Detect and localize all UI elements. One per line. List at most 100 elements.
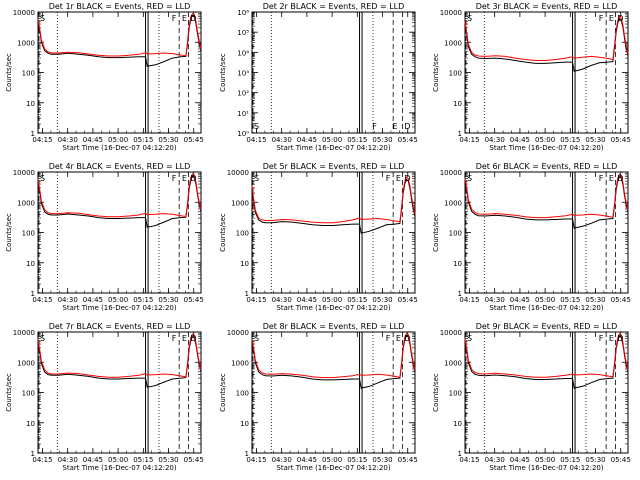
y-tick-label: 1: [31, 290, 35, 298]
y-tick-label: 1: [245, 290, 249, 298]
x-tick-label: 04:30: [272, 136, 292, 144]
x-tick-label: 04:45: [510, 296, 530, 304]
x-axis-label: Start Time (16-Dec-07 04:12:20): [489, 304, 603, 312]
x-tick-label: 05:45: [398, 296, 418, 304]
marker-annotation: S: [40, 334, 45, 343]
x-tick-label: 05:45: [611, 456, 631, 464]
x-tick-label: 05:30: [585, 296, 605, 304]
marker-annotation: S: [467, 14, 472, 23]
y-tick-label: 10: [240, 260, 249, 268]
x-tick-label: 05:30: [158, 296, 178, 304]
y-tick-label: 10000: [13, 9, 35, 17]
x-tick-label: 05:15: [347, 136, 367, 144]
x-tick-label: 04:45: [297, 456, 317, 464]
x-axis-label: Start Time (16-Dec-07 04:12:20): [276, 304, 390, 312]
detector-panel-2: Det 2r BLACK = Events, RED = LLD 10⁰ 10¹ 10…: [219, 2, 418, 152]
x-tick-label: 05:15: [560, 136, 580, 144]
marker-annotation: F: [372, 122, 377, 131]
series-line-lld: [251, 332, 416, 379]
marker-annotation: D: [404, 334, 410, 343]
y-tick-label: 10⁴: [237, 49, 249, 57]
x-tick-label: 04:30: [485, 136, 505, 144]
y-tick-label: 10⁶: [237, 9, 249, 17]
detector-panel-8: Det 8r BLACK = Events, RED = LLD 1 10 100 10…: [219, 322, 418, 472]
series-line-lld: [464, 15, 629, 61]
series-line-lld: [464, 173, 629, 219]
marker-annotation: E: [182, 14, 187, 23]
series-line-events: [251, 178, 416, 234]
y-tick-label: 10000: [440, 169, 462, 177]
series-line-events: [37, 335, 202, 388]
x-tick-label: 05:15: [347, 456, 367, 464]
x-tick-label: 05:30: [585, 456, 605, 464]
y-axis-label: Counts/sec: [5, 373, 13, 412]
marker-annotation: D: [617, 14, 623, 23]
y-tick-label: 1: [31, 450, 35, 458]
x-tick-label: 04:15: [459, 456, 479, 464]
marker-annotation: D: [190, 14, 196, 23]
x-tick-label: 05:45: [611, 296, 631, 304]
x-tick-label: 05:00: [108, 296, 128, 304]
plot-frame: [251, 331, 416, 454]
x-tick-label: 04:15: [246, 296, 266, 304]
y-tick-label: 10: [453, 260, 462, 268]
y-tick-label: 10: [26, 420, 35, 428]
y-tick-label: 1000: [444, 39, 462, 47]
y-tick-label: 10000: [440, 9, 462, 17]
x-tick-label: 05:15: [560, 296, 580, 304]
y-axis-label: Counts/sec: [219, 213, 227, 252]
x-tick-label: 05:00: [322, 296, 342, 304]
y-tick-label: 100: [449, 70, 462, 78]
marker-annotation: F: [386, 334, 391, 343]
y-tick-label: 1000: [17, 39, 35, 47]
y-tick-label: 10000: [227, 329, 249, 337]
marker-annotation: F: [599, 174, 604, 183]
y-tick-label: 1: [31, 130, 35, 138]
marker-annotation: S: [254, 334, 259, 343]
y-tick-label: 1000: [231, 359, 249, 367]
series-line-events: [251, 335, 416, 389]
series-line-events: [464, 335, 629, 389]
x-tick-label: 05:15: [133, 456, 153, 464]
x-tick-label: 05:00: [108, 136, 128, 144]
detector-panel-6: Det 6r BLACK = Events, RED = LLD 1 10 100 10…: [432, 162, 631, 312]
series-line-lld: [37, 173, 202, 218]
plot-frame: [251, 11, 416, 134]
x-tick-label: 05:00: [108, 456, 128, 464]
x-tick-label: 04:45: [510, 136, 530, 144]
x-tick-label: 04:45: [510, 456, 530, 464]
marker-annotation: D: [190, 174, 196, 183]
panel-title: Det 3r BLACK = Events, RED = LLD: [476, 2, 618, 11]
marker-annotation: S: [40, 174, 45, 183]
y-axis-label: Counts/sec: [219, 53, 227, 92]
x-tick-label: 05:45: [184, 296, 204, 304]
detector-panel-1: Det 1r BLACK = Events, RED = LLD 1 10 100 10…: [5, 2, 204, 152]
y-tick-label: 10: [240, 420, 249, 428]
x-axis-label: Start Time (16-Dec-07 04:12:20): [276, 464, 390, 472]
y-axis-label: Counts/sec: [432, 213, 440, 252]
x-tick-label: 04:30: [272, 296, 292, 304]
y-tick-label: 10000: [13, 329, 35, 337]
x-tick-label: 04:30: [485, 296, 505, 304]
x-tick-label: 04:15: [246, 456, 266, 464]
x-tick-label: 04:30: [58, 456, 78, 464]
marker-annotation: S: [467, 174, 472, 183]
x-tick-label: 05:30: [585, 136, 605, 144]
panel-title: Det 6r BLACK = Events, RED = LLD: [476, 162, 618, 171]
y-tick-label: 10⁵: [237, 29, 249, 37]
x-tick-label: 05:15: [560, 456, 580, 464]
plot-frame: [37, 171, 202, 294]
x-tick-label: 05:45: [398, 456, 418, 464]
x-tick-label: 04:15: [246, 136, 266, 144]
x-tick-label: 05:30: [158, 136, 178, 144]
y-tick-label: 100: [22, 70, 35, 78]
x-tick-label: 05:15: [133, 296, 153, 304]
y-tick-label: 100: [449, 390, 462, 398]
y-tick-label: 1: [245, 450, 249, 458]
marker-annotation: E: [609, 174, 614, 183]
detector-panel-4: Det 4r BLACK = Events, RED = LLD 1 10 100 10…: [5, 162, 204, 312]
x-tick-label: 04:45: [83, 296, 103, 304]
x-tick-label: 04:15: [32, 456, 52, 464]
y-tick-label: 10: [453, 420, 462, 428]
y-tick-label: 10⁰: [237, 130, 249, 138]
